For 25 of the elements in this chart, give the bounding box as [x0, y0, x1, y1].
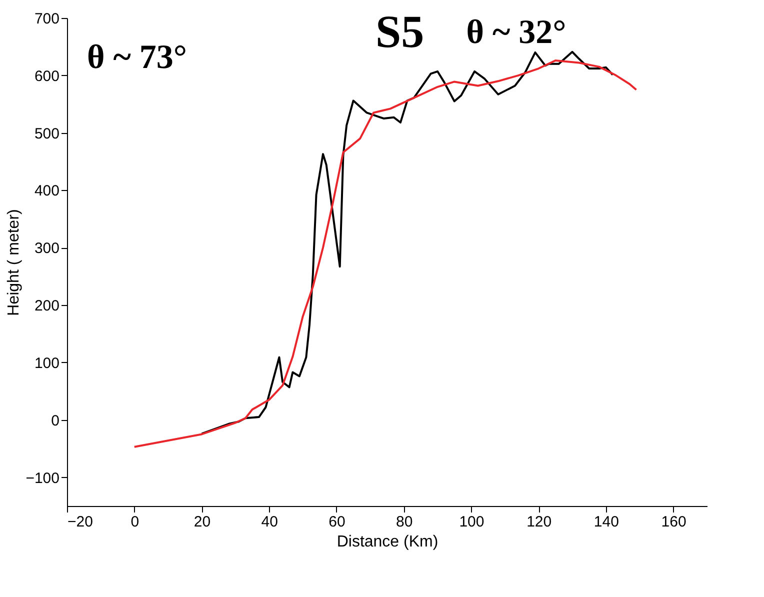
x-axis-title: Distance (Km)	[336, 534, 438, 550]
x-tick-label: −20	[68, 514, 93, 530]
x-tick-label: 160	[661, 514, 686, 530]
y-tick-label: 100	[34, 354, 60, 372]
x-tick-label: 0	[130, 514, 140, 530]
x-tick-label: 60	[328, 514, 346, 530]
y-tick-label: 300	[34, 240, 60, 258]
x-tick-label: 100	[459, 514, 484, 530]
annotation: θ ~ 32°	[466, 14, 566, 51]
y-tick-label: 400	[34, 182, 60, 200]
x-tick-label: 40	[261, 514, 278, 530]
x-tick-label: 80	[396, 514, 413, 530]
x-tick-label: 140	[594, 514, 619, 530]
annotation: θ ~ 73°	[87, 39, 188, 76]
y-tick-label: −100	[26, 470, 60, 487]
y-tick-label: 200	[34, 298, 60, 315]
y-tick-label: 0	[51, 412, 60, 430]
y-axis-title: Height ( meter)	[6, 209, 23, 316]
y-tick-label: 700	[34, 10, 60, 28]
y-tick-label: 600	[34, 68, 60, 85]
annotation: S5	[376, 6, 424, 57]
y-tick-label: 500	[34, 125, 60, 142]
x-tick-label: 20	[194, 514, 211, 530]
line-series	[200, 50, 614, 435]
x-tick-label: 120	[526, 514, 552, 530]
